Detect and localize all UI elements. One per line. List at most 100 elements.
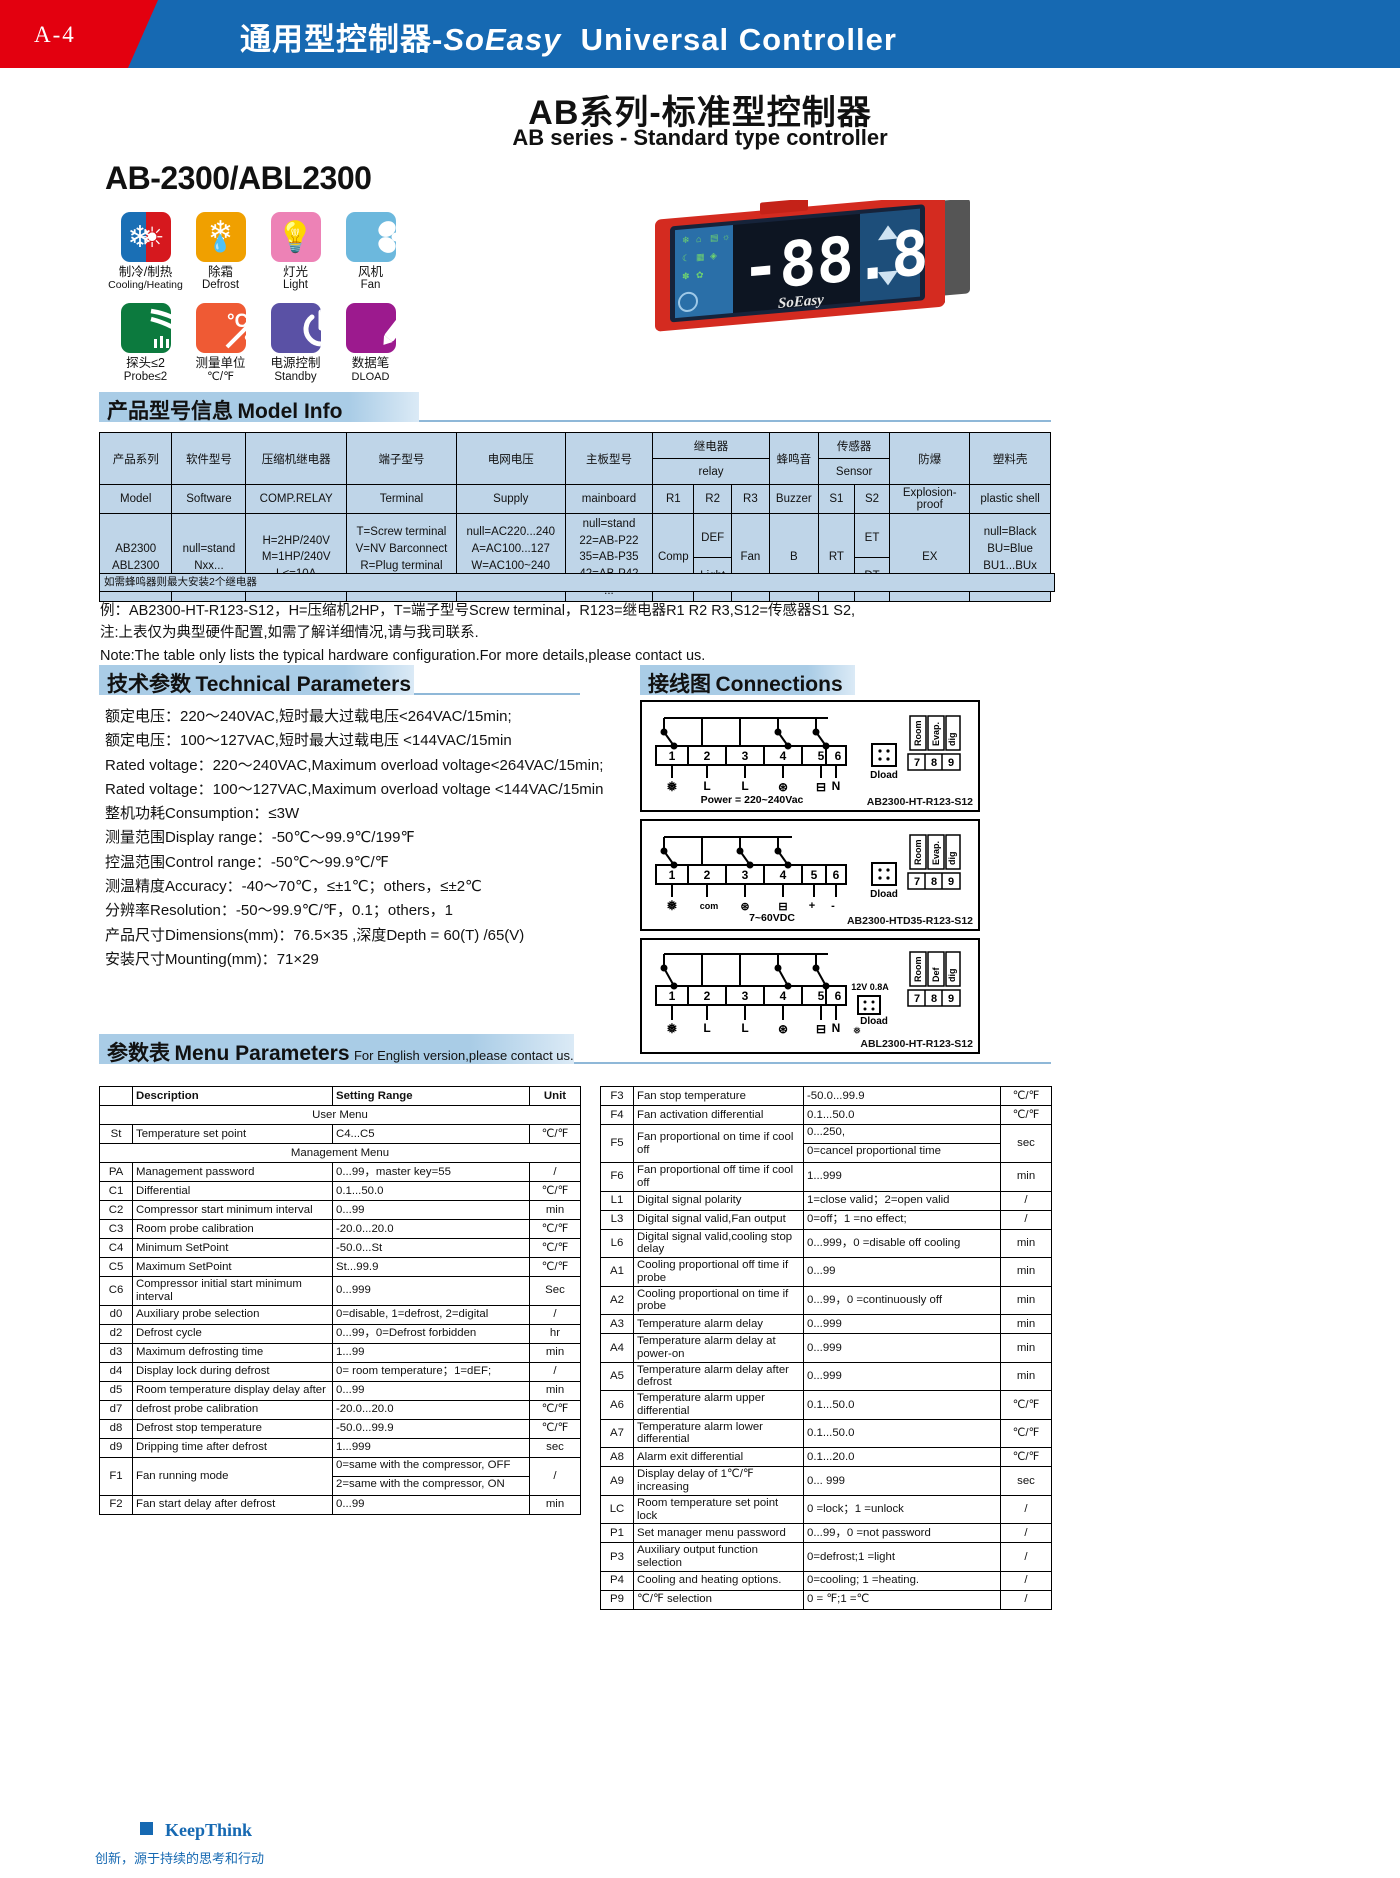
- param-setting-range: 0.1...20.0: [803, 1447, 1001, 1468]
- param-description: Fan start delay after defrost: [132, 1494, 333, 1515]
- tech-param-line: 测温精度Accuracy：-40～70℃，≤±1℃；others，≤±2℃: [105, 878, 482, 896]
- table-row-header-cn: 产品系列 软件型号 压缩机继电器 端子型号 电网电压 主板型号 继电器 蜂鸣音 …: [98, 432, 1051, 485]
- feature-label-cn: 测量单位: [195, 356, 246, 371]
- col-supply-en: Supply: [455, 484, 566, 514]
- table-row: P3 Auxiliary output function selection 0=d…: [600, 1542, 1052, 1572]
- svg-text:2: 2: [704, 868, 711, 882]
- note-line-3: Note:The table only lists the typical ha…: [100, 647, 706, 664]
- dload-pen-icon: [345, 303, 396, 354]
- svg-text:3: 3: [742, 868, 749, 882]
- param-unit: min: [1000, 1162, 1052, 1192]
- light-icon: 💡: [270, 212, 321, 262]
- param-code: P3: [600, 1542, 634, 1572]
- col-mainboard-en: mainboard: [564, 484, 654, 514]
- svg-text:6: 6: [835, 749, 842, 763]
- table-row: A2 Cooling proportional on time if probe 0…: [600, 1285, 1052, 1316]
- table-row: L6 Digital signal valid,cooling stop dela…: [600, 1228, 1052, 1259]
- svg-text:SoEasy: SoEasy: [778, 292, 824, 312]
- table-row: A5 Temperature alarm delay after defrost 0…: [600, 1361, 1052, 1392]
- tech-param-line: 额定电压：220～240VAC,短时最大过载电压<264VAC/15min;: [105, 708, 512, 725]
- col-description: Description: [132, 1086, 333, 1106]
- svg-text:⊛: ⊛: [778, 1022, 788, 1036]
- feature-label-cn: 电源控制: [270, 356, 321, 371]
- table-row-header-en: Model Software COMP.RELAY Terminal Suppl…: [98, 484, 1051, 514]
- param-setting-range: 1...999: [332, 1437, 530, 1458]
- svg-text:⊟: ⊟: [816, 1022, 826, 1036]
- param-setting-range: 0=defrost;1 =light: [803, 1542, 1001, 1572]
- col-model-cn: 产品系列: [98, 432, 173, 485]
- param-unit: ℃/℉: [529, 1181, 581, 1201]
- menu-parameters-left-table: Description Setting Range Unit User Menu St T…: [99, 1086, 581, 1515]
- param-code: C5: [99, 1257, 133, 1277]
- svg-text:°C: °C: [227, 311, 246, 332]
- param-unit: /: [529, 1456, 581, 1496]
- svg-text:dig: dig: [947, 852, 957, 866]
- table-row: L1 Digital signal polarity 1=close valid；2…: [600, 1190, 1052, 1211]
- param-description: ℃/℉ selection: [633, 1589, 804, 1610]
- param-description: Temperature set point: [132, 1124, 333, 1144]
- svg-text:Room: Room: [913, 721, 923, 747]
- svg-text:N: N: [832, 779, 841, 793]
- model-info-footnote: 如需蜂鸣器则最大安装2个继电器: [99, 573, 1055, 592]
- svg-text:com: com: [700, 901, 719, 911]
- param-code: d7: [99, 1399, 133, 1420]
- param-code: d4: [99, 1361, 133, 1382]
- footer-logo-think: Think: [205, 1820, 253, 1840]
- col-buzzer-en: Buzzer: [768, 484, 820, 514]
- param-code: A9: [600, 1466, 634, 1496]
- param-setting-range: 0.1...50.0: [803, 1105, 1001, 1125]
- param-code: d5: [99, 1380, 133, 1401]
- feature-label-en: Standby: [274, 370, 317, 383]
- param-setting-range: -20.0...20.0: [332, 1399, 530, 1420]
- tech-params-list: 额定电压：220～240VAC,短时最大过载电压<264VAC/15min; 额…: [105, 705, 603, 972]
- section-title-en: Connections: [715, 673, 843, 696]
- tech-param-line: 整机功耗Consumption：≤3W: [105, 805, 300, 823]
- svg-text:L: L: [741, 1021, 748, 1035]
- param-code: F6: [600, 1162, 634, 1192]
- param-setting-range: 0.1...50.0: [803, 1418, 1001, 1449]
- param-description: Alarm exit differential: [633, 1447, 804, 1468]
- series-title-en: AB series - Standard type controller: [512, 125, 888, 150]
- svg-text:8: 8: [931, 993, 937, 1005]
- table-row: C1 Differential 0.1...50.0 ℃/℉: [99, 1181, 581, 1201]
- svg-text:8: 8: [931, 876, 937, 888]
- feature-label-en: Defrost: [201, 279, 240, 292]
- feature-label-cn: 风机: [357, 265, 383, 279]
- table-row: C4 Minimum SetPoint -50.0...St ℃/℉: [99, 1238, 581, 1258]
- param-description: Compressor start minimum interval: [132, 1200, 333, 1220]
- cooling-heating-icon: ❄ ☀: [120, 212, 171, 262]
- section-label: User Menu: [99, 1105, 581, 1125]
- param-setting-range: 1=close valid；2=open valid: [803, 1190, 1001, 1211]
- table-row: F2 Fan start delay after defrost 0...99 min: [99, 1494, 581, 1515]
- param-code: C4: [99, 1238, 133, 1258]
- probe-icon: [120, 303, 171, 354]
- col-mainboard-cn: 主板型号: [564, 432, 654, 485]
- param-setting-range: 0...99，0=Defrost forbidden: [332, 1323, 530, 1344]
- param-description: Temperature alarm delay after defrost: [633, 1361, 804, 1392]
- param-unit: min: [529, 1342, 581, 1363]
- param-unit: /: [529, 1162, 581, 1182]
- svg-text:-88.8: -88.8: [742, 216, 929, 305]
- col-software-en: Software: [171, 484, 247, 514]
- param-unit: ℃/℉: [529, 1257, 581, 1277]
- menu-params-underline: [574, 1062, 1051, 1064]
- param-unit: min: [529, 1200, 581, 1220]
- param-unit: ℃/℉: [1000, 1418, 1052, 1449]
- tech-params-underline: [414, 693, 580, 695]
- table-section-row: User Menu: [99, 1105, 581, 1125]
- feature-defrost: ❄ 💧 除霜 Defrost: [183, 212, 258, 293]
- param-unit: sec: [1000, 1466, 1052, 1496]
- svg-text:dig: dig: [947, 969, 957, 983]
- svg-text:2: 2: [704, 749, 711, 763]
- svg-text:✽: ✽: [682, 271, 690, 282]
- model-info-section-bar: 产品型号信息 Model Info: [99, 392, 419, 423]
- feature-label-en: DLOAD: [351, 370, 390, 383]
- feature-label-en: Cooling/Heating: [108, 279, 183, 292]
- param-code: A7: [600, 1418, 634, 1449]
- param-setting-range: -50.0...99.9: [332, 1418, 530, 1439]
- table-row: A3 Temperature alarm delay 0...999 min: [600, 1314, 1052, 1335]
- table-row: St Temperature set point C4...C5 ℃/℉: [99, 1124, 581, 1144]
- feature-label-en: ℃/℉: [206, 370, 235, 383]
- param-unit: sec: [1000, 1124, 1052, 1163]
- param-code: A1: [600, 1257, 634, 1287]
